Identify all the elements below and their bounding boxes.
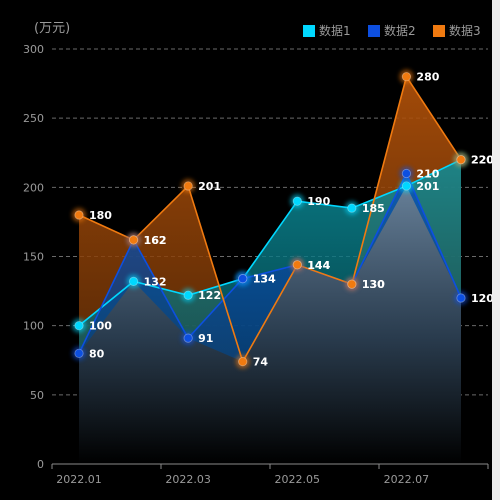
data-label: 201 [416,180,439,193]
data-label: 162 [144,234,167,247]
area-fills [79,76,461,465]
series-lines [78,74,462,364]
data-label: 190 [307,195,330,208]
data-label: 210 [416,168,439,181]
legend: 数据1 数据2 数据3 [303,23,481,38]
y-tick-label: 300 [23,43,44,56]
series-line [78,171,462,354]
data-label: 74 [253,356,269,369]
data-label: 130 [362,278,385,291]
area-fill-base [79,185,461,464]
data-label: 220 [471,154,492,167]
axes: 0 50 100 150 200 250 300 2022.01 2022.03 2022.05 2… [23,43,489,486]
data-label: 220 [471,154,492,167]
x-tick-label: 2022.01 [56,473,102,486]
data-point [401,168,412,179]
data-point [74,210,84,220]
data-point [238,357,248,367]
data-label: 130 [362,278,385,291]
data-point [456,293,466,303]
data-label: 144 [307,259,330,272]
data-label: 132 [144,275,167,288]
series-line [78,74,462,364]
data-label: 144 [307,259,330,272]
x-tick-label: 2022.07 [384,473,430,486]
legend-label: 数据3 [449,23,481,38]
data-point [347,279,357,289]
y-tick-label: 150 [23,251,44,264]
data-point [183,333,193,343]
data-label: 100 [89,320,112,333]
data-point [74,321,84,331]
data-label: 162 [144,234,167,247]
data-label: 134 [253,273,276,286]
data-point [128,235,139,245]
data-point [456,155,466,165]
data-label: 91 [198,332,213,345]
x-tick-label: 2022.05 [275,473,321,486]
data-point [292,196,302,206]
x-tick-label: 2022.03 [165,473,211,486]
chart-svg: (万元) 10013212213419018520122080162911341… [23,21,494,486]
y-tick-label: 100 [23,320,44,333]
series-line [78,158,462,327]
window-edge [492,0,500,500]
data-point [128,276,139,286]
data-label: 122 [198,289,221,302]
legend-label: 数据1 [319,23,351,38]
data-label: 280 [416,71,439,84]
y-tick-label: 250 [23,112,44,125]
data-label: 201 [198,180,221,193]
y-tick-label: 0 [37,458,44,471]
data-point [238,274,248,284]
data-point [347,203,357,213]
y-tick-label: 200 [23,181,44,194]
data-points [72,69,468,369]
data-point [292,260,302,270]
legend-swatch [303,25,315,37]
data-label: 134 [253,273,276,286]
legend-label: 数据2 [384,23,416,38]
data-point [74,348,84,358]
data-point [401,181,412,191]
data-label: 120 [471,292,492,305]
data-label: 180 [89,209,112,222]
y-axis-unit-label: (万元) [34,21,70,36]
data-label: 185 [362,202,385,215]
data-point [401,72,412,82]
legend-swatch [433,25,445,37]
data-labels: 1001321221341901852012208016291134144130… [89,71,494,369]
y-tick-label: 50 [30,389,44,402]
data-point [183,181,193,191]
legend-swatch [368,25,380,37]
data-label: 80 [89,347,105,360]
data-point [183,290,193,300]
